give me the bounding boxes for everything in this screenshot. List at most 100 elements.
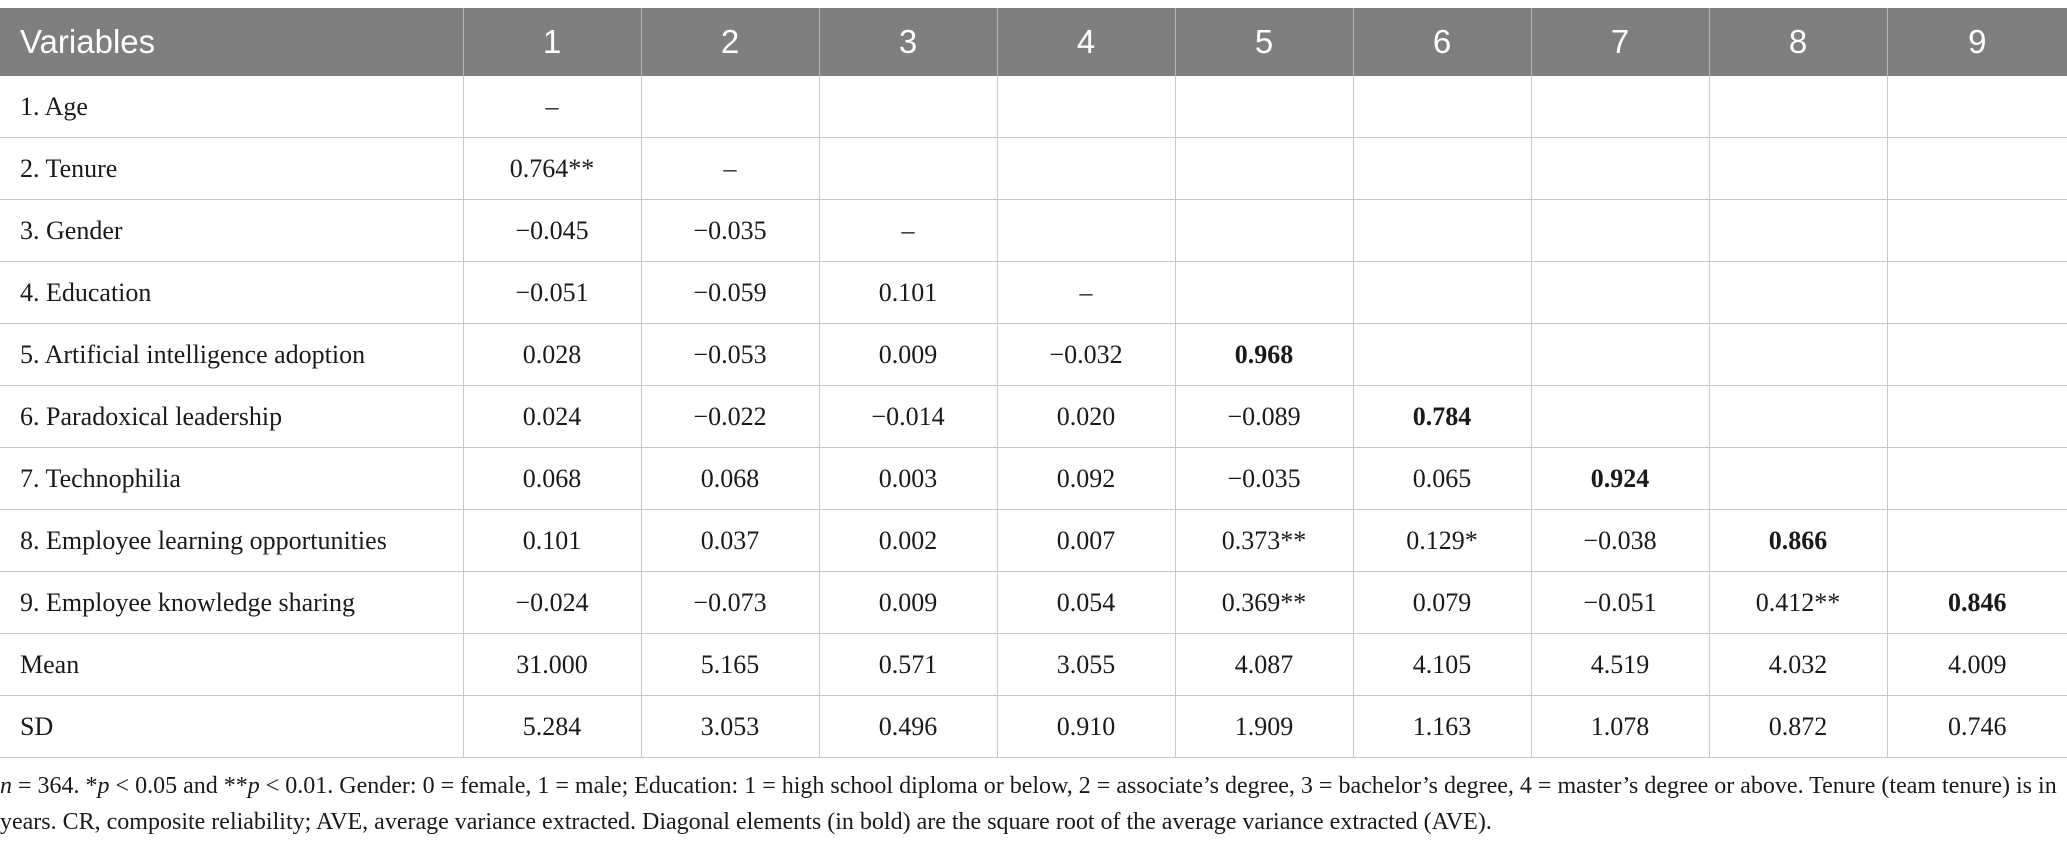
table-cell: 0.910 [996,695,1175,758]
note-p2-symbol: p [247,773,260,799]
note-p1-text: < 0.05 and ** [109,773,248,799]
table-cell: −0.022 [640,385,819,448]
table-cell: 0.746 [1886,695,2067,758]
table-cell [1708,137,1887,200]
table-cell [1886,261,2067,324]
table-cell: – [818,199,997,262]
table-cell: −0.035 [640,199,819,262]
header-col-9: 9 [1886,8,2067,76]
table-cell: 1.163 [1352,695,1531,758]
table-cell: 1.078 [1530,695,1709,758]
table-cell [1352,323,1531,386]
table-cell: 3.055 [996,633,1175,696]
table-cell: – [996,261,1175,324]
table-cell: 0.054 [996,571,1175,634]
table-cell: −0.024 [462,571,641,634]
table-row: 4. Education −0.051 −0.059 0.101– [0,261,2067,324]
table-cell: 0.373** [1174,509,1353,572]
table-cell: 5.165 [640,633,819,696]
header-col-7: 7 [1530,8,1709,76]
table-cell [818,76,997,138]
table-cell: 0.007 [996,509,1175,572]
header-col-4: 4 [996,8,1175,76]
table-row: 2. Tenure 0.764** – [0,137,2067,200]
table-row: Mean 31.000 5.165 0.571 3.055 4.087 4.105 4.519… [0,633,2067,696]
table-row: SD 5.284 3.053 0.496 0.910 1.909 1.163 1.078 0.8… [0,695,2067,758]
table-cell: 0.129* [1352,509,1531,572]
table-cell: 0.412** [1708,571,1887,634]
table-cell [1886,199,2067,262]
header-variables: Variables [0,8,463,76]
table-footnote: n = 364. *p < 0.05 and **p < 0.01. Gende… [0,768,2060,840]
table-cell: 0.764** [462,137,641,200]
header-col-6: 6 [1352,8,1531,76]
note-rest-text: < 0.01. Gender: 0 = female, 1 = male; Ed… [0,773,2057,835]
table-cell [1174,137,1353,200]
row-label: SD [0,695,463,758]
table-cell [1530,261,1709,324]
table-cell: 0.009 [818,323,997,386]
table-cell [1708,261,1887,324]
note-n-symbol: n [0,773,12,799]
table-header-row: Variables 1 2 3 4 5 6 7 8 9 [0,8,2067,76]
header-col-2: 2 [640,8,819,76]
table-cell: – [640,137,819,200]
table-cell [996,76,1175,138]
table-cell: 0.092 [996,447,1175,510]
table-cell: 1.909 [1174,695,1353,758]
table-cell: 0.028 [462,323,641,386]
row-label: 7. Technophilia [0,447,463,510]
table-cell [1530,323,1709,386]
table-cell: −0.014 [818,385,997,448]
table-cell [1352,261,1531,324]
header-col-5: 5 [1174,8,1353,76]
table-cell [1886,76,2067,138]
header-col-1: 1 [462,8,641,76]
note-p1-symbol: p [97,773,110,799]
table-cell: 0.101 [462,509,641,572]
table-row: 7. Technophilia 0.068 0.068 0.003 0.092 −0.03… [0,447,2067,510]
correlation-table: Variables 1 2 3 4 5 6 7 8 9 1. Age –2. Te… [0,8,2067,758]
table-row: 6. Paradoxical leadership 0.024 −0.022 −0.0… [0,385,2067,448]
table-cell [1530,76,1709,138]
table-cell: 31.000 [462,633,641,696]
table-row: 5. Artificial intelligence adoption 0.028… [0,323,2067,386]
table-cell: 0.003 [818,447,997,510]
table-cell: 5.284 [462,695,641,758]
row-label: 8. Employee learning opportunities [0,509,463,572]
table-cell: 0.024 [462,385,641,448]
table-cell [996,199,1175,262]
table-cell: −0.089 [1174,385,1353,448]
table-cell: 0.866 [1708,509,1887,572]
table-cell: −0.053 [640,323,819,386]
correlation-table-container: Variables 1 2 3 4 5 6 7 8 9 1. Age –2. Te… [0,8,2067,758]
table-cell [1352,199,1531,262]
table-cell: −0.032 [996,323,1175,386]
table-cell: 0.002 [818,509,997,572]
table-cell [1530,137,1709,200]
table-cell: 0.020 [996,385,1175,448]
table-cell [1530,199,1709,262]
table-cell: 0.872 [1708,695,1887,758]
table-cell: 0.846 [1886,571,2067,634]
table-row: 9. Employee knowledge sharing −0.024 −0.07… [0,571,2067,634]
table-cell: −0.038 [1530,509,1709,572]
table-row: 3. Gender −0.045 −0.035– [0,199,2067,262]
table-cell [1352,76,1531,138]
table-cell [1886,323,2067,386]
row-label: 6. Paradoxical leadership [0,385,463,448]
table-cell [1174,261,1353,324]
row-label: 4. Education [0,261,463,324]
row-label: 9. Employee knowledge sharing [0,571,463,634]
table-cell [1886,385,2067,448]
table-cell: 4.519 [1530,633,1709,696]
table-cell [1708,199,1887,262]
table-cell [1530,385,1709,448]
table-cell: −0.035 [1174,447,1353,510]
row-label: 3. Gender [0,199,463,262]
table-cell: 0.037 [640,509,819,572]
table-cell [1174,199,1353,262]
table-body: 1. Age –2. Tenure 0.764** –3. Gender −0.045−… [0,76,2067,758]
table-row: 8. Employee learning opportunities 0.101 0… [0,509,2067,572]
table-cell: 0.068 [462,447,641,510]
